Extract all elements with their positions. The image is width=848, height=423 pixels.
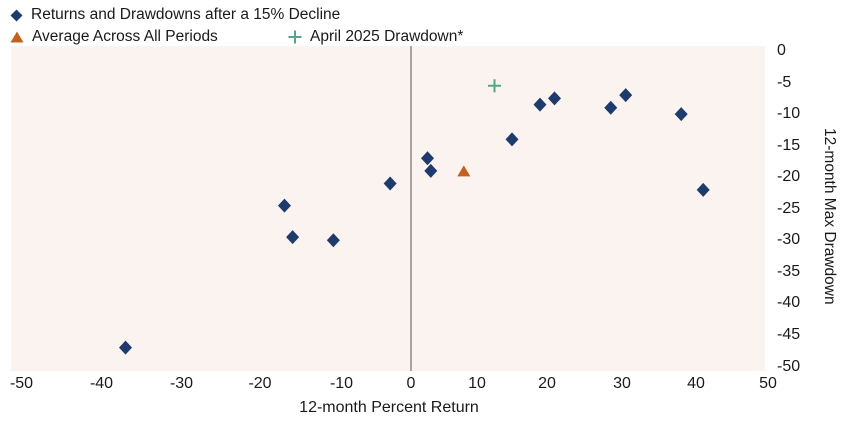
average-marker-triangle xyxy=(457,165,471,177)
diamond-marker-icon xyxy=(10,9,23,22)
data-point-diamond xyxy=(604,100,618,115)
y-tick-label: -20 xyxy=(777,168,801,186)
legend-label-average: Average Across All Periods xyxy=(32,28,218,45)
x-tick-label: 50 xyxy=(759,375,777,392)
x-tick-label: 0 xyxy=(406,375,416,392)
plot-area xyxy=(11,46,765,371)
data-point-diamond xyxy=(674,107,688,122)
y-tick-label: -10 xyxy=(777,105,801,123)
x-tick-label: 10 xyxy=(468,375,486,392)
data-point-diamond xyxy=(286,230,300,245)
plus-marker-icon xyxy=(288,30,302,44)
x-tick-label: -10 xyxy=(329,375,354,392)
x-tick-label: -50 xyxy=(9,375,34,392)
data-point-diamond xyxy=(119,340,132,355)
y-tick-label: -5 xyxy=(777,73,792,91)
data-point-diamond xyxy=(505,132,519,147)
x-tick-label: -30 xyxy=(169,375,194,392)
data-point-diamond xyxy=(696,182,710,197)
data-point-diamond xyxy=(277,198,291,213)
x-tick-label: -20 xyxy=(248,375,272,392)
y-tick-label: -35 xyxy=(777,262,801,280)
data-point-diamond xyxy=(533,97,547,112)
x-axis-title: 12-month Percent Return xyxy=(299,399,479,416)
x-tick-label: -40 xyxy=(89,375,114,392)
april-2025-marker-plus xyxy=(488,79,501,93)
data-point-diamond xyxy=(326,233,340,248)
data-point-diamond xyxy=(383,176,397,191)
legend-item-returns: Returns and Drawdowns after a 15% Declin… xyxy=(10,6,340,24)
y-tick-label: -40 xyxy=(777,294,801,312)
y-tick-label: -45 xyxy=(777,325,801,343)
y-tick-label: 0 xyxy=(777,42,786,59)
data-point-diamond xyxy=(619,88,633,103)
y-axis-title: 12-month Max Drawdown xyxy=(821,127,838,305)
y-tick-label: -25 xyxy=(777,199,801,217)
x-tick-label: 20 xyxy=(538,375,556,392)
x-tick-label: 40 xyxy=(687,375,705,392)
legend-label-returns: Returns and Drawdowns after a 15% Declin… xyxy=(31,6,341,23)
data-point-diamond xyxy=(421,151,434,166)
y-tick-label: -30 xyxy=(777,231,801,249)
legend-item-average: Average Across All Periods xyxy=(10,28,218,46)
data-point-diamond xyxy=(548,91,561,106)
x-tick-label: 30 xyxy=(613,375,631,392)
triangle-marker-icon xyxy=(10,31,24,43)
legend-item-april-2025: April 2025 Drawdown* xyxy=(288,28,463,46)
data-point-diamond xyxy=(424,163,438,178)
legend-label-april-2025: April 2025 Drawdown* xyxy=(310,28,464,45)
y-tick-label: -50 xyxy=(777,357,801,375)
y-tick-label: -15 xyxy=(777,136,801,154)
